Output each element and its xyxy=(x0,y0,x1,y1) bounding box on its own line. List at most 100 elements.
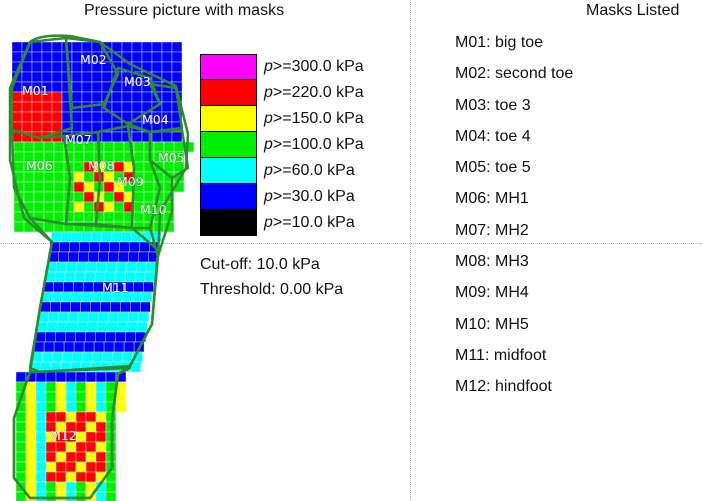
mask-list-item: M10: MH5 xyxy=(455,315,529,333)
pressure-picture-title: Pressure picture with masks xyxy=(84,2,285,19)
pressure-cell xyxy=(133,151,145,163)
pressure-cell xyxy=(105,381,117,393)
pressure-cell xyxy=(53,191,65,203)
pressure-cell xyxy=(143,171,155,183)
pressure-cell xyxy=(75,491,87,501)
pressure-cell xyxy=(141,41,153,53)
mask-m11-outline xyxy=(28,216,160,374)
pressure-cell xyxy=(88,311,100,323)
pressure-cell xyxy=(83,341,95,353)
pressure-cell xyxy=(51,101,63,113)
pressure-cell xyxy=(15,451,27,463)
legend-swatch xyxy=(200,184,257,210)
pressure-cell xyxy=(23,191,35,203)
pressure-cell xyxy=(127,321,138,333)
pressure-cell xyxy=(65,471,77,483)
pressure-cell xyxy=(171,131,183,143)
pressure-cell xyxy=(91,111,103,123)
pressure-cell xyxy=(53,281,64,293)
pressure-cell xyxy=(45,401,57,413)
pressure-cell xyxy=(31,121,43,133)
pressure-cell xyxy=(71,41,83,53)
pressure-cell xyxy=(121,91,133,103)
pressure-cell xyxy=(133,161,145,173)
pressure-cell xyxy=(81,91,93,103)
pressure-cell xyxy=(55,391,67,403)
pressure-cell xyxy=(121,231,132,243)
pressure-cells xyxy=(11,41,195,501)
pressure-cell xyxy=(25,391,37,403)
pressure-cell xyxy=(83,211,95,223)
pressure-cell xyxy=(45,491,57,501)
pressure-cell xyxy=(95,391,107,403)
pressure-cell xyxy=(91,291,103,303)
pressure-cell xyxy=(25,431,37,443)
pressure-cell xyxy=(55,461,67,473)
pressure-cell xyxy=(51,51,63,63)
pressure-cell xyxy=(139,241,151,253)
pressure-cell xyxy=(25,461,37,473)
pressure-cell xyxy=(25,441,37,453)
pressure-cell xyxy=(107,321,118,333)
pressure-cell xyxy=(43,141,55,153)
pressure-cell xyxy=(81,71,93,83)
pressure-cell xyxy=(105,491,117,501)
pressure-cell xyxy=(71,111,83,123)
pressure-cell xyxy=(140,301,151,313)
pressure-cell xyxy=(73,211,85,223)
pressure-cell xyxy=(161,51,173,63)
pressure-cell xyxy=(45,471,57,483)
pressure-cell xyxy=(103,191,115,203)
mask-list-item: M01: big toe xyxy=(455,34,544,51)
pressure-cell xyxy=(131,291,143,303)
pressure-cell xyxy=(118,251,129,263)
pressure-cell xyxy=(73,191,85,203)
pressure-cell xyxy=(53,211,65,223)
pressure-cell xyxy=(138,251,149,263)
pressure-cell xyxy=(100,301,111,313)
pressure-cell xyxy=(55,381,67,393)
pressure-cell xyxy=(65,331,76,343)
pressure-cell xyxy=(105,331,116,343)
masks-listed-title: Masks Listed xyxy=(586,2,680,19)
pressure-cell xyxy=(53,151,65,163)
pressure-cell xyxy=(103,341,115,353)
pressure-cell xyxy=(79,241,91,253)
pressure-cell xyxy=(13,221,25,233)
pressure-cell xyxy=(45,331,56,343)
pressure-cell xyxy=(141,51,153,63)
pressure-cell xyxy=(51,111,63,123)
mask-label-m08: M08 xyxy=(88,158,115,173)
pressure-cell xyxy=(82,351,93,363)
pressure-cell xyxy=(95,451,107,463)
pressure-cell xyxy=(75,481,87,493)
pressure-cell xyxy=(65,381,77,393)
pressure-cell xyxy=(113,341,125,353)
pressure-cell xyxy=(113,151,125,163)
pressure-cell xyxy=(55,451,67,463)
pressure-cell xyxy=(35,391,47,403)
pressure-cell xyxy=(161,131,173,143)
pressure-cell xyxy=(71,121,83,133)
pressure-cell xyxy=(95,431,107,443)
pressure-cell xyxy=(98,311,110,323)
pressure-cell xyxy=(45,371,57,383)
pressure-cell xyxy=(21,111,33,123)
pressure-cell xyxy=(171,61,183,73)
pressure-cell xyxy=(73,161,85,173)
pressure-cell xyxy=(56,261,67,273)
pressure-cell xyxy=(103,171,115,183)
pressure-cell xyxy=(57,321,68,333)
pressure-cell xyxy=(93,341,105,353)
pressure-cell xyxy=(108,311,120,323)
pressure-cell xyxy=(43,171,55,183)
pressure-cell xyxy=(35,491,47,501)
legend-swatch xyxy=(200,106,257,132)
pressure-cell xyxy=(81,81,93,93)
pressure-cell xyxy=(51,61,63,73)
pressure-cell xyxy=(91,71,103,83)
pressure-cell xyxy=(65,481,77,493)
pressure-cell xyxy=(128,251,139,263)
pressure-cell xyxy=(85,411,97,423)
mask-list-item: M11: midfoot xyxy=(455,346,547,364)
